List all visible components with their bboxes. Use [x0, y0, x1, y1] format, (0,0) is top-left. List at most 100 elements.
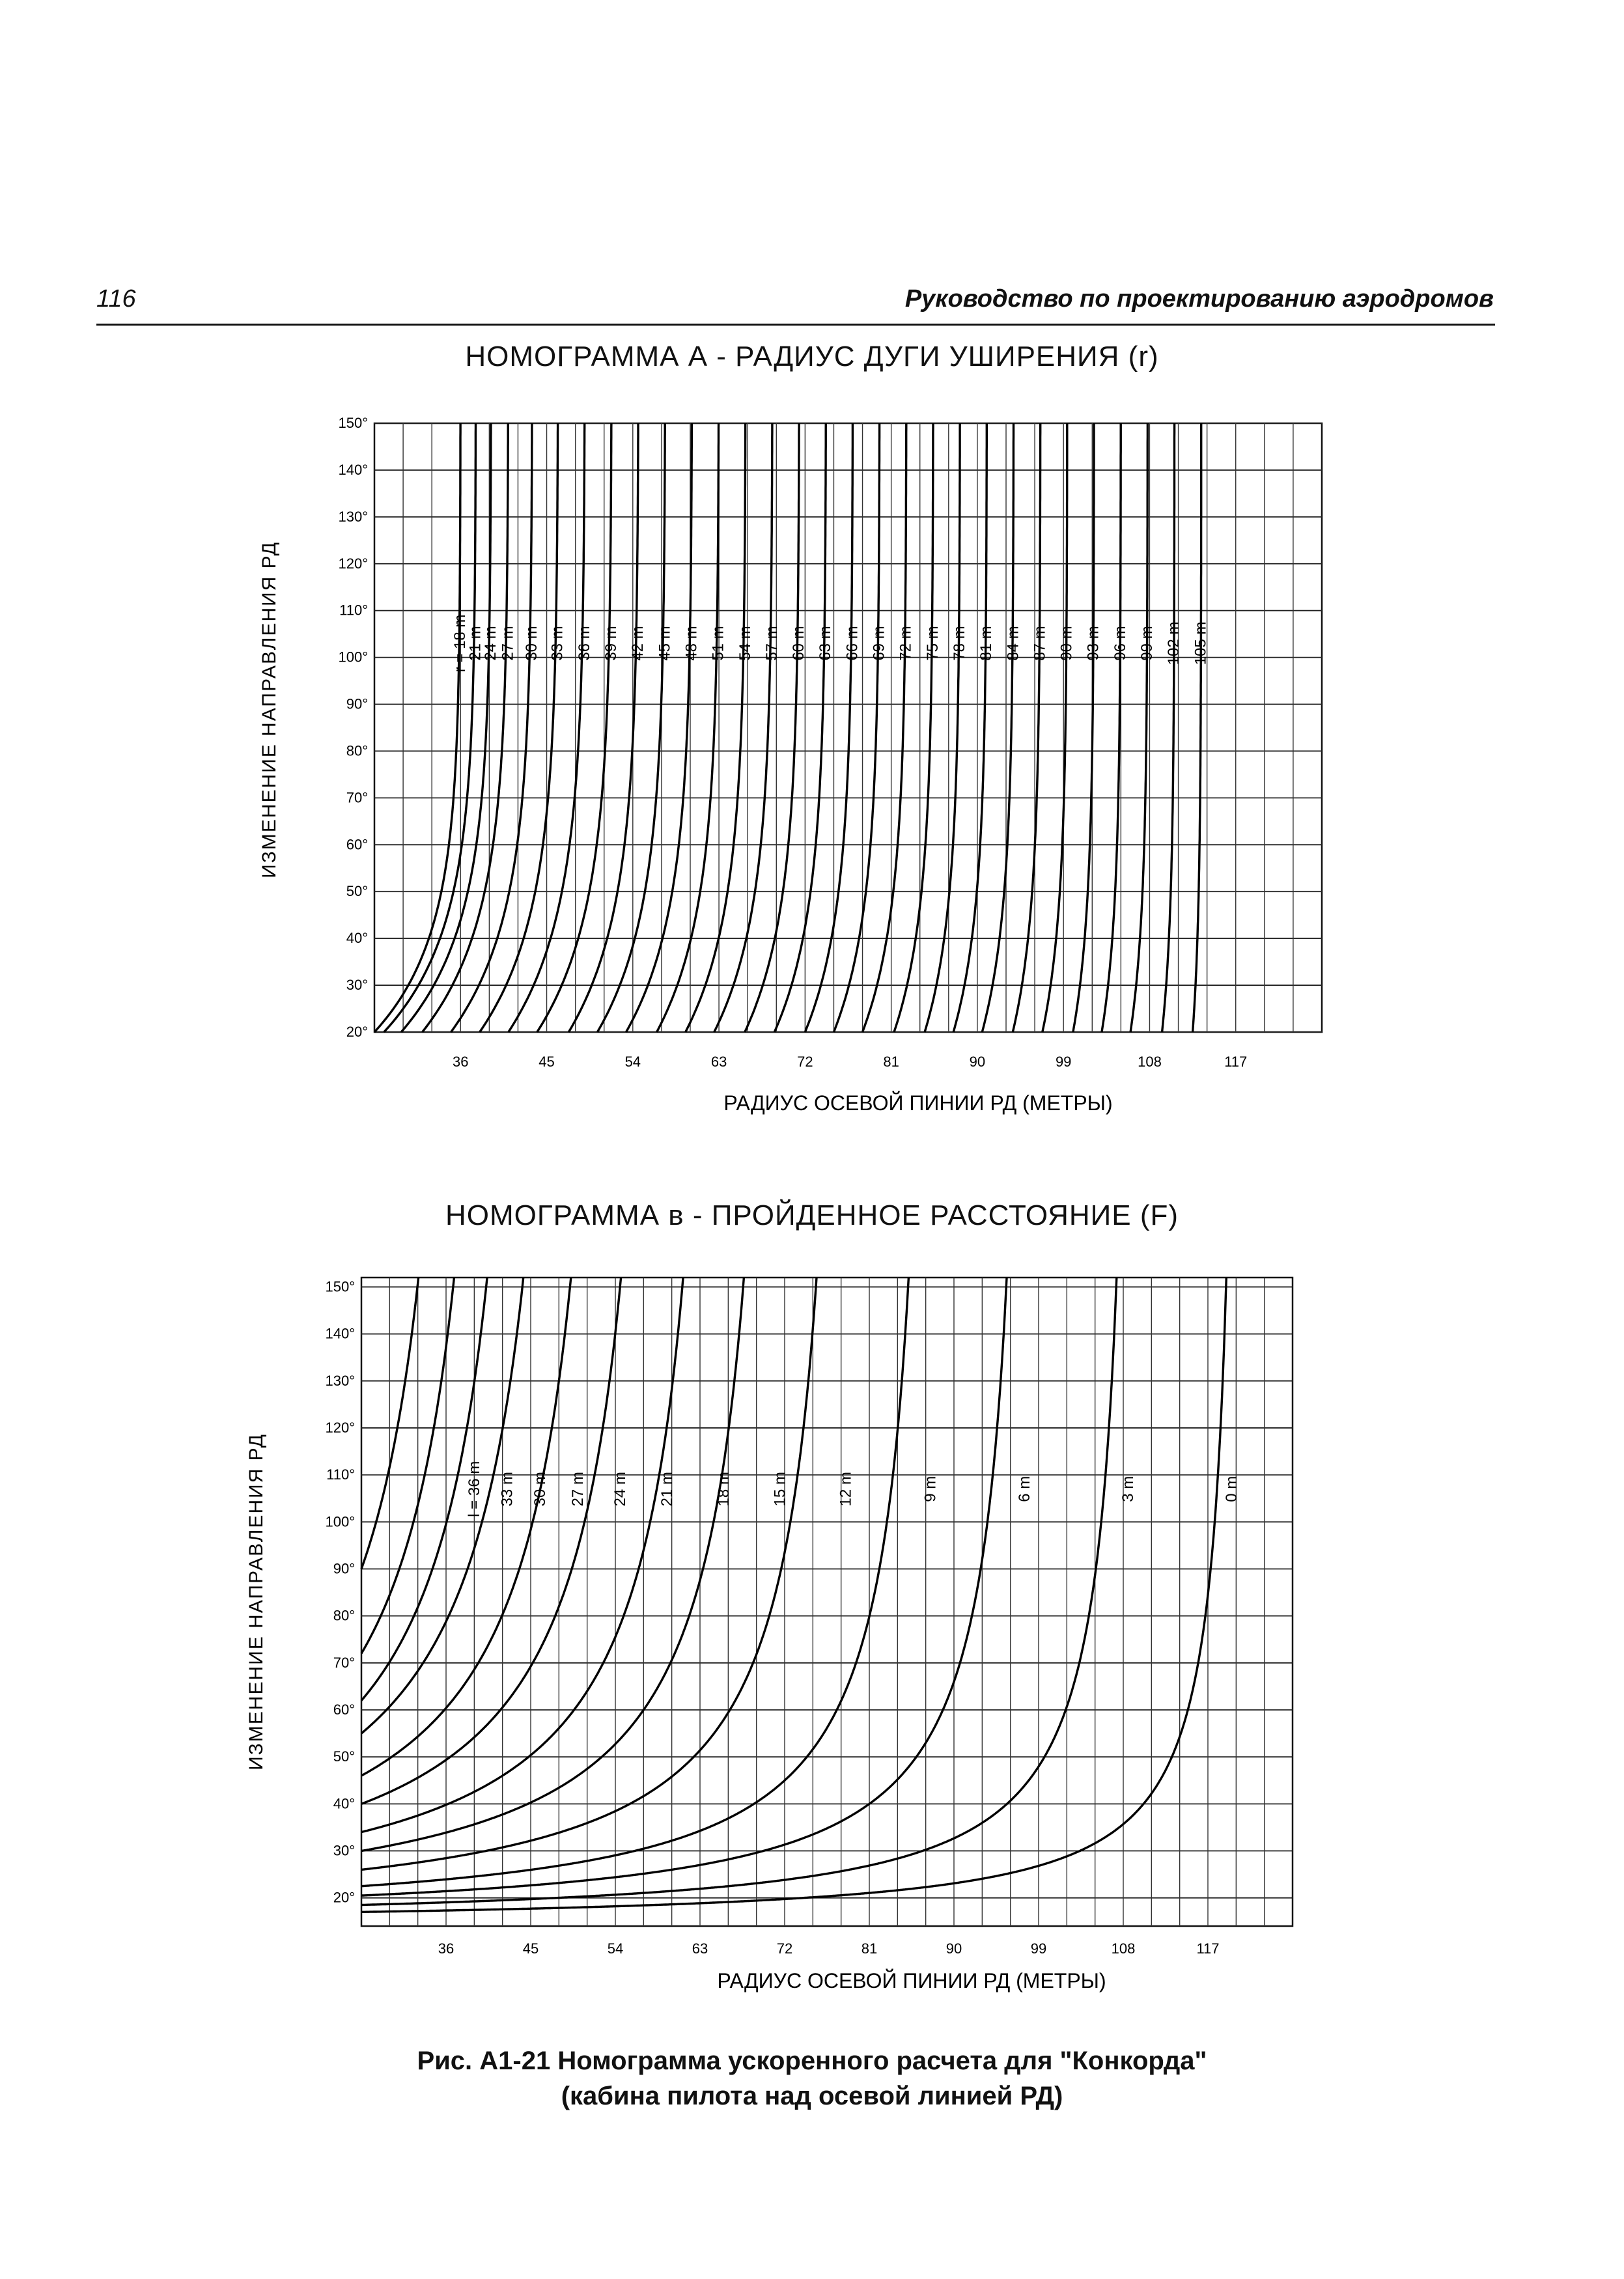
y-tick-label: 40°: [333, 1795, 355, 1811]
y-tick-label: 150°: [338, 415, 368, 431]
x-tick-label: 99: [1031, 1940, 1046, 1957]
curve-label: 57 m: [763, 626, 781, 660]
curve-label: 63 m: [817, 626, 834, 660]
plot-frame: [360, 1276, 1294, 1927]
curve-b-2: [360, 1277, 488, 1701]
curve-label: 93 m: [1085, 626, 1102, 660]
curve-a-26: [1100, 423, 1122, 1033]
y-tick-label: 90°: [333, 1560, 355, 1576]
curve-label: 99 m: [1138, 626, 1156, 660]
curve-label: 81 m: [977, 626, 995, 660]
curve-label: 36 m: [576, 626, 593, 660]
chart-a-xlabel: РАДИУС ОСЕВОЙ ПИНИИ РД (МЕТРЫ): [723, 1091, 1112, 1115]
curve-b-12: [361, 1277, 1227, 1913]
curve-label: 96 m: [1112, 626, 1129, 660]
curve-a-5: [479, 423, 559, 1033]
curve-label: 45 m: [656, 626, 673, 660]
x-tick-label: 90: [970, 1054, 985, 1070]
curve-b-9: [361, 1277, 910, 1888]
nomogram-figure: ИЗМЕНЕНИЕ НАПРАВЛЕНИЯ РД РАДИУС ОСЕВОЙ П…: [245, 415, 1323, 1992]
curve-label: 21 m: [466, 626, 484, 660]
plot-frame: [373, 422, 1323, 1033]
x-tick-label: 63: [711, 1054, 727, 1070]
curve-label: 12 m: [837, 1472, 855, 1506]
y-tick-label: 150°: [325, 1278, 355, 1294]
curve-a-9: [596, 423, 666, 1033]
y-tick-label: 30°: [346, 977, 368, 993]
curve-label: l = 36 m: [466, 1461, 483, 1517]
curve-label: 24 m: [482, 626, 499, 660]
x-tick-label: 108: [1112, 1940, 1136, 1957]
x-tick-label: 117: [1224, 1054, 1247, 1070]
curve-label: 54 m: [736, 626, 754, 660]
curve-label: 0 m: [1223, 1476, 1240, 1502]
y-tick-label: 20°: [346, 1024, 368, 1040]
x-tick-label: 72: [777, 1940, 792, 1957]
curve-a-15: [773, 423, 827, 1033]
y-tick-label: 110°: [326, 1466, 355, 1483]
curve-a-19: [893, 423, 934, 1033]
x-tick-label: 90: [946, 1940, 962, 1957]
curve-label: 78 m: [951, 626, 968, 660]
curve-label: 39 m: [602, 626, 620, 660]
curve-label: 69 m: [871, 626, 888, 660]
curve-b-10: [361, 1277, 1008, 1897]
x-tick-label: 108: [1138, 1054, 1162, 1070]
curve-a-24: [1041, 423, 1069, 1033]
curve-a-17: [832, 423, 881, 1033]
curve-a-0: [373, 423, 462, 1033]
y-tick-label: 40°: [346, 930, 368, 946]
y-tick-label: 100°: [325, 1513, 355, 1530]
y-tick-label: 80°: [346, 742, 368, 759]
curve-b-8: [361, 1277, 818, 1871]
y-tick-label: 60°: [346, 836, 368, 852]
curve-b-3: [360, 1277, 525, 1735]
curve-b-4: [361, 1277, 572, 1777]
curve-b-7: [361, 1277, 746, 1853]
curve-label: 27 m: [499, 626, 516, 660]
curve-a-8: [567, 423, 639, 1033]
running-title: Руководство по проектированию аэродромов: [904, 285, 1494, 313]
curve-a-16: [804, 423, 854, 1033]
curve-label: 72 m: [897, 626, 915, 660]
curve-a-22: [981, 423, 1015, 1033]
curve-b-11: [361, 1277, 1118, 1907]
curve-a-2: [400, 423, 492, 1033]
y-tick-label: 110°: [339, 602, 368, 619]
caption-line-1: Рис. A1-21 Номограмма ускоренного расчет…: [417, 2047, 1207, 2075]
curve-label: 9 m: [922, 1476, 940, 1502]
y-tick-label: 20°: [333, 1890, 355, 1906]
curve-label: 24 m: [611, 1472, 629, 1506]
curve-label: r = 18 m: [451, 615, 469, 673]
curve-label: 30 m: [523, 626, 540, 660]
curve-a-23: [1011, 423, 1042, 1033]
x-tick-label: 117: [1196, 1940, 1219, 1957]
y-tick-label: 50°: [346, 883, 368, 899]
curve-a-7: [536, 423, 613, 1033]
curve-a-28: [1160, 423, 1176, 1033]
curve-label: 33 m: [499, 1472, 516, 1506]
curve-a-20: [923, 423, 961, 1033]
y-tick-label: 70°: [346, 789, 368, 805]
curve-label: 42 m: [629, 626, 647, 660]
x-tick-label: 36: [438, 1940, 454, 1957]
curve-label: 90 m: [1058, 626, 1076, 660]
y-tick-label: 50°: [333, 1748, 355, 1765]
curve-b-0: [360, 1277, 420, 1570]
curve-label: 75 m: [924, 626, 942, 660]
curve-label: 87 m: [1031, 626, 1048, 660]
curve-label: 105 m: [1192, 622, 1209, 665]
y-tick-label: 120°: [338, 555, 368, 572]
curve-a-11: [656, 423, 720, 1033]
curve-a-25: [1072, 423, 1095, 1033]
y-tick-label: 130°: [338, 509, 368, 525]
chart-b-xlabel: РАДИУС ОСЕВОЙ ПИНИИ РД (МЕТРЫ): [717, 1969, 1106, 1992]
curve-a-1: [383, 423, 477, 1033]
curve-label: 33 m: [549, 626, 567, 660]
curve-label: 27 m: [569, 1472, 587, 1506]
curve-label: 66 m: [843, 626, 861, 660]
curve-a-13: [713, 423, 774, 1033]
curve-a-3: [421, 423, 509, 1033]
curve-a-4: [450, 423, 533, 1033]
curve-label: 3 m: [1119, 1476, 1137, 1502]
